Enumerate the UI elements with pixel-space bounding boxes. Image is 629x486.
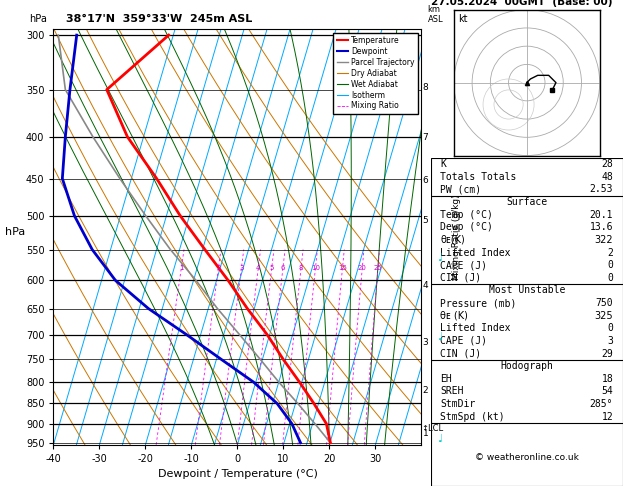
- Text: Hodograph: Hodograph: [500, 361, 554, 371]
- Text: 5: 5: [269, 265, 274, 271]
- Text: 1: 1: [423, 429, 428, 438]
- Text: 8: 8: [423, 83, 428, 92]
- Legend: Temperature, Dewpoint, Parcel Trajectory, Dry Adiabat, Wet Adiabat, Isotherm, Mi: Temperature, Dewpoint, Parcel Trajectory…: [333, 33, 418, 114]
- Text: 0: 0: [607, 323, 613, 333]
- Text: 6: 6: [281, 265, 285, 271]
- Text: hPa: hPa: [30, 14, 47, 24]
- Text: PW (cm): PW (cm): [440, 185, 482, 194]
- Text: Lifted Index: Lifted Index: [440, 323, 511, 333]
- Text: 18: 18: [601, 374, 613, 384]
- Text: ↑LCL: ↑LCL: [421, 424, 443, 433]
- Text: CIN (J): CIN (J): [440, 348, 482, 359]
- Text: ♩: ♩: [437, 332, 442, 342]
- Text: 38°17'N  359°33'W  245m ASL: 38°17'N 359°33'W 245m ASL: [66, 14, 252, 24]
- Text: ♩: ♩: [437, 434, 442, 444]
- Y-axis label: hPa: hPa: [4, 227, 25, 237]
- Text: θᴇ (K): θᴇ (K): [440, 311, 469, 321]
- Text: 48: 48: [601, 172, 613, 182]
- Text: 1: 1: [179, 265, 184, 271]
- Text: 25: 25: [374, 265, 382, 271]
- Text: km
ASL: km ASL: [428, 5, 443, 24]
- Text: Surface: Surface: [506, 197, 547, 207]
- Text: Dewp (°C): Dewp (°C): [440, 223, 493, 232]
- Text: EH: EH: [440, 374, 452, 384]
- Text: CAPE (J): CAPE (J): [440, 336, 487, 346]
- Text: SREH: SREH: [440, 386, 464, 397]
- Text: Totals Totals: Totals Totals: [440, 172, 517, 182]
- Text: 8: 8: [299, 265, 303, 271]
- Text: 20.1: 20.1: [589, 210, 613, 220]
- Text: 12: 12: [601, 412, 613, 421]
- Text: 325: 325: [594, 311, 613, 321]
- Text: 20: 20: [358, 265, 367, 271]
- Text: 13.6: 13.6: [589, 223, 613, 232]
- X-axis label: Dewpoint / Temperature (°C): Dewpoint / Temperature (°C): [157, 469, 318, 479]
- Text: Pressure (mb): Pressure (mb): [440, 298, 517, 308]
- Text: 3: 3: [607, 336, 613, 346]
- Text: 7: 7: [423, 133, 428, 142]
- Text: 10: 10: [311, 265, 320, 271]
- Text: 6: 6: [423, 176, 428, 185]
- Text: 0: 0: [607, 260, 613, 270]
- Text: 0: 0: [607, 273, 613, 283]
- Text: CIN (J): CIN (J): [440, 273, 482, 283]
- Text: Most Unstable: Most Unstable: [489, 285, 565, 295]
- Text: 29: 29: [601, 348, 613, 359]
- Text: CAPE (J): CAPE (J): [440, 260, 487, 270]
- Text: 15: 15: [338, 265, 347, 271]
- Text: 3: 3: [423, 338, 428, 347]
- Text: 2: 2: [607, 247, 613, 258]
- Text: 285°: 285°: [589, 399, 613, 409]
- Text: 3: 3: [239, 265, 243, 271]
- Text: θᴇ(K): θᴇ(K): [440, 235, 465, 245]
- Text: 27.05.2024  00GMT  (Base: 00): 27.05.2024 00GMT (Base: 00): [431, 0, 613, 7]
- Text: ♩: ♩: [437, 253, 442, 263]
- Text: StmSpd (kt): StmSpd (kt): [440, 412, 505, 421]
- Text: StmDir: StmDir: [440, 399, 476, 409]
- Text: 4: 4: [423, 281, 428, 290]
- Text: 2.53: 2.53: [589, 185, 613, 194]
- Text: 5: 5: [423, 215, 428, 225]
- Text: © weatheronline.co.uk: © weatheronline.co.uk: [475, 453, 579, 462]
- Text: K: K: [440, 159, 447, 169]
- Text: 28: 28: [601, 159, 613, 169]
- Text: 4: 4: [256, 265, 260, 271]
- Text: 54: 54: [601, 386, 613, 397]
- Text: 2: 2: [423, 386, 428, 395]
- Text: 2: 2: [216, 265, 221, 271]
- Text: Lifted Index: Lifted Index: [440, 247, 511, 258]
- Text: Mixing Ratio (g/kg): Mixing Ratio (g/kg): [452, 194, 460, 280]
- Text: 322: 322: [594, 235, 613, 245]
- Text: Temp (°C): Temp (°C): [440, 210, 493, 220]
- Text: 750: 750: [596, 298, 613, 308]
- Text: kt: kt: [459, 14, 468, 24]
